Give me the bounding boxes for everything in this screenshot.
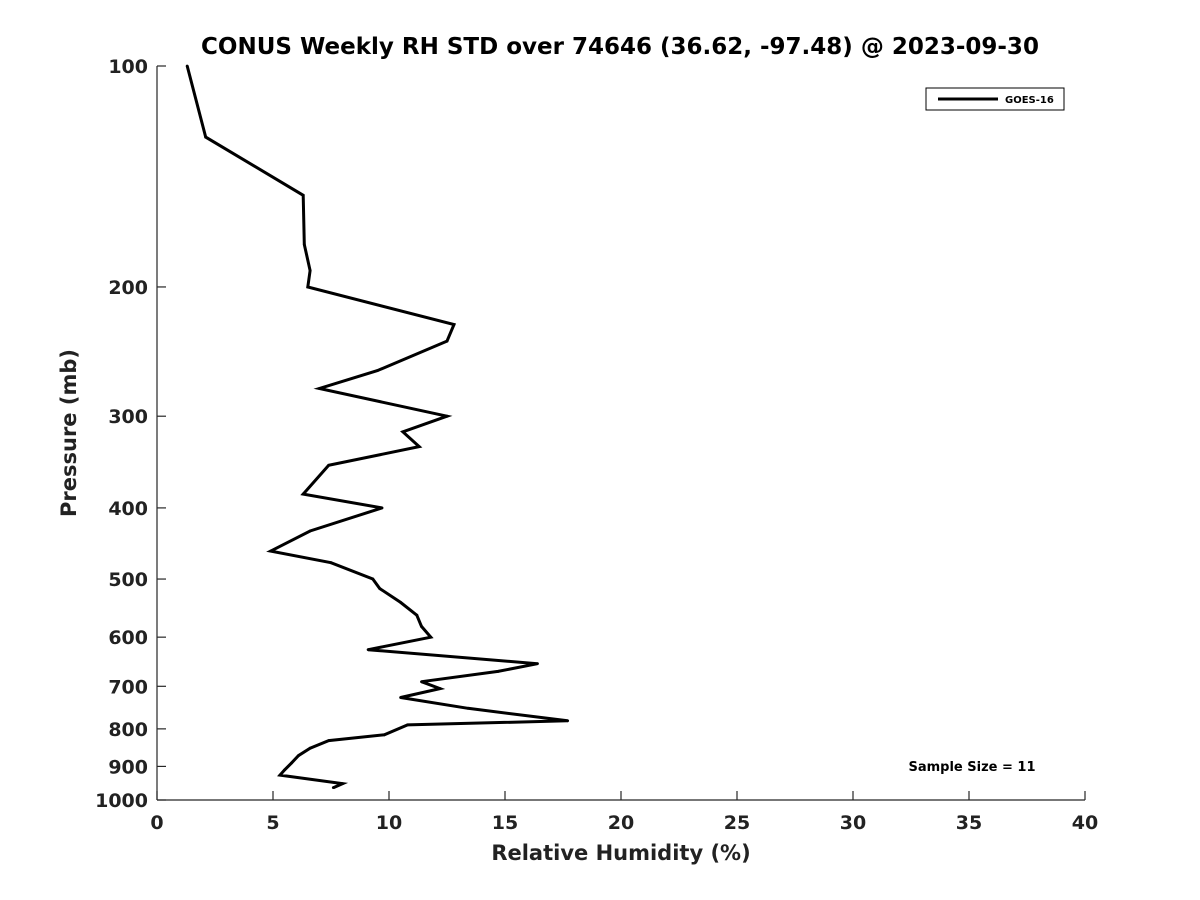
data-point [329,561,333,565]
y-tick-label: 400 [108,498,148,520]
data-point [420,680,423,684]
x-tick-label: 30 [840,812,866,834]
data-point [327,739,331,743]
data-point [429,635,433,639]
y-tick-label: 300 [108,406,148,428]
x-axis-label: Relative Humidity (%) [491,841,750,865]
data-point [331,786,335,790]
y-tick-label: 900 [108,756,148,778]
x-tick-label: 25 [724,812,750,834]
y-tick-label: 1000 [95,790,148,812]
data-point [417,445,421,448]
series-line-goes-16 [185,65,568,790]
data-point [445,414,449,418]
sample-size-annotation: Sample Size = 11 [908,760,1035,775]
y-tick-label: 100 [108,56,148,78]
data-point [278,773,282,777]
data-point [566,719,570,723]
data-point [283,768,286,772]
data-point [406,723,409,727]
x-tick-label: 35 [956,812,982,834]
data-point [420,624,423,628]
data-point [380,506,384,510]
chart-title: CONUS Weekly RH STD over 74646 (36.62, -… [201,34,1039,60]
data-point [318,387,321,390]
y-axis-label: Pressure (mb) [57,349,81,517]
data-point [466,706,470,710]
data-point [301,193,305,197]
data-point [399,696,402,699]
data-point [327,463,331,467]
data-point [536,662,539,666]
y-tick-label: 200 [108,277,148,299]
y-tick-label: 600 [108,627,148,649]
data-point [376,369,379,372]
data-point [445,339,449,343]
data-point [308,269,312,273]
x-tick-label: 5 [266,812,279,834]
data-point [415,613,419,617]
data-point [496,669,500,673]
data-point [204,135,208,139]
plot-area [157,66,1085,800]
data-point [297,754,300,758]
data-point [301,492,305,496]
legend-label-goes-16: GOES-16 [1005,95,1054,106]
y-tick-label: 800 [108,719,148,741]
data-point [269,549,273,553]
y-tick-label: 500 [108,569,148,591]
x-tick-label: 20 [608,812,634,834]
data-point [399,600,402,604]
data-point [366,648,370,652]
data-point [308,529,312,533]
x-tick-label: 0 [150,812,163,834]
data-point [308,746,312,750]
x-ticks: 0 5 10 15 20 25 30 35 40 [150,791,1098,834]
x-tick-label: 40 [1072,812,1098,834]
data-point [185,64,189,68]
data-point [438,687,442,690]
data-point [382,733,386,737]
legend: GOES-16 [925,87,1065,111]
x-tick-label: 10 [376,812,402,834]
data-point [341,782,344,786]
y-ticks: 100 200 300 400 500 600 700 800 900 1000 [95,56,166,812]
data-point [371,577,375,581]
data-point [401,430,405,434]
series-points [185,64,570,790]
x-tick-label: 15 [492,812,518,834]
data-point [378,587,382,590]
data-point [306,285,310,289]
data-point [302,242,306,246]
y-tick-label: 700 [108,676,148,698]
data-point [452,323,456,326]
data-point [290,761,293,765]
